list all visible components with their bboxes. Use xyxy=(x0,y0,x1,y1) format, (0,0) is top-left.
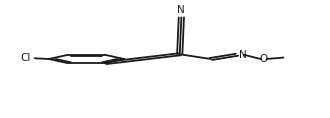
Text: O: O xyxy=(259,54,267,64)
Text: N: N xyxy=(239,50,247,60)
Text: Cl: Cl xyxy=(20,53,31,63)
Text: N: N xyxy=(178,5,185,15)
